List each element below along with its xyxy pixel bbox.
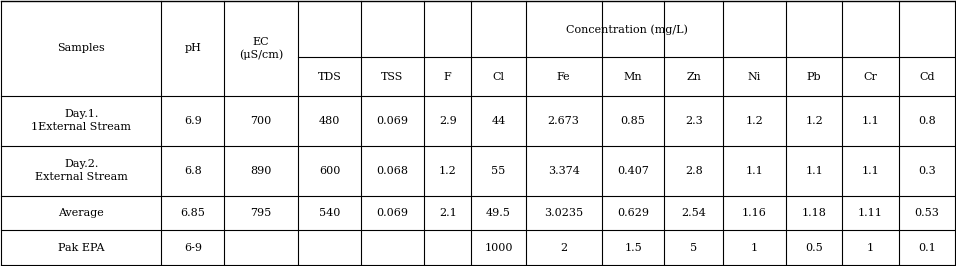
Text: 0.5: 0.5: [805, 243, 823, 253]
Text: Cr: Cr: [863, 72, 878, 82]
Text: Cd: Cd: [919, 72, 935, 82]
Text: 0.1: 0.1: [918, 243, 936, 253]
Text: 2.9: 2.9: [439, 116, 457, 126]
Text: 3.374: 3.374: [548, 166, 579, 176]
Text: F: F: [444, 72, 451, 82]
Text: 2.3: 2.3: [684, 116, 703, 126]
Text: 1.1: 1.1: [746, 166, 763, 176]
Text: 3.0235: 3.0235: [544, 208, 583, 218]
Text: 0.8: 0.8: [918, 116, 936, 126]
Text: 6.85: 6.85: [181, 208, 206, 218]
Text: 1.16: 1.16: [742, 208, 767, 218]
Text: 540: 540: [318, 208, 340, 218]
Text: 0.3: 0.3: [918, 166, 936, 176]
Text: 1.2: 1.2: [746, 116, 763, 126]
Text: TDS: TDS: [317, 72, 341, 82]
Text: 0.069: 0.069: [377, 116, 408, 126]
Text: Pak EPA: Pak EPA: [58, 243, 104, 253]
Text: 0.069: 0.069: [377, 208, 408, 218]
Text: 700: 700: [250, 116, 272, 126]
Text: 795: 795: [250, 208, 272, 218]
Text: Day.1.
1External Stream: Day.1. 1External Stream: [32, 109, 131, 132]
Text: 0.629: 0.629: [617, 208, 649, 218]
Text: Samples: Samples: [57, 43, 105, 53]
Text: Pb: Pb: [807, 72, 821, 82]
Text: 55: 55: [491, 166, 506, 176]
Text: 0.068: 0.068: [377, 166, 408, 176]
Text: Average: Average: [58, 208, 104, 218]
Text: Fe: Fe: [556, 72, 571, 82]
Text: Day.2.
External Stream: Day.2. External Stream: [34, 159, 128, 182]
Text: 1: 1: [867, 243, 874, 253]
Text: Mn: Mn: [623, 72, 642, 82]
Text: Zn: Zn: [686, 72, 701, 82]
Text: 0.53: 0.53: [914, 208, 939, 218]
Text: 600: 600: [318, 166, 340, 176]
Text: 1.1: 1.1: [861, 166, 880, 176]
Text: 1.2: 1.2: [439, 166, 457, 176]
Text: 0.407: 0.407: [617, 166, 649, 176]
Text: 2.54: 2.54: [682, 208, 706, 218]
Text: 1.11: 1.11: [858, 208, 883, 218]
Text: 6-9: 6-9: [184, 243, 202, 253]
Text: 2.673: 2.673: [548, 116, 579, 126]
Text: 1.1: 1.1: [805, 166, 823, 176]
Text: 2: 2: [560, 243, 567, 253]
Text: EC
(μS/cm): EC (μS/cm): [239, 36, 283, 60]
Text: 5: 5: [690, 243, 697, 253]
Text: 1000: 1000: [485, 243, 512, 253]
Text: Cl: Cl: [492, 72, 505, 82]
Text: TSS: TSS: [381, 72, 403, 82]
Text: 1.1: 1.1: [861, 116, 880, 126]
Text: 1.5: 1.5: [624, 243, 641, 253]
Text: 6.8: 6.8: [184, 166, 202, 176]
Text: 1.2: 1.2: [805, 116, 823, 126]
Text: pH: pH: [185, 43, 202, 53]
Text: 1.18: 1.18: [802, 208, 827, 218]
Text: 49.5: 49.5: [487, 208, 511, 218]
Text: Concentration (mg/L): Concentration (mg/L): [566, 24, 687, 35]
Text: 44: 44: [491, 116, 506, 126]
Text: 2.1: 2.1: [439, 208, 457, 218]
Text: 6.9: 6.9: [184, 116, 202, 126]
Text: 1: 1: [750, 243, 758, 253]
Text: 2.8: 2.8: [684, 166, 703, 176]
Text: Ni: Ni: [748, 72, 761, 82]
Text: 0.85: 0.85: [620, 116, 645, 126]
Text: 890: 890: [250, 166, 272, 176]
Text: 480: 480: [318, 116, 340, 126]
